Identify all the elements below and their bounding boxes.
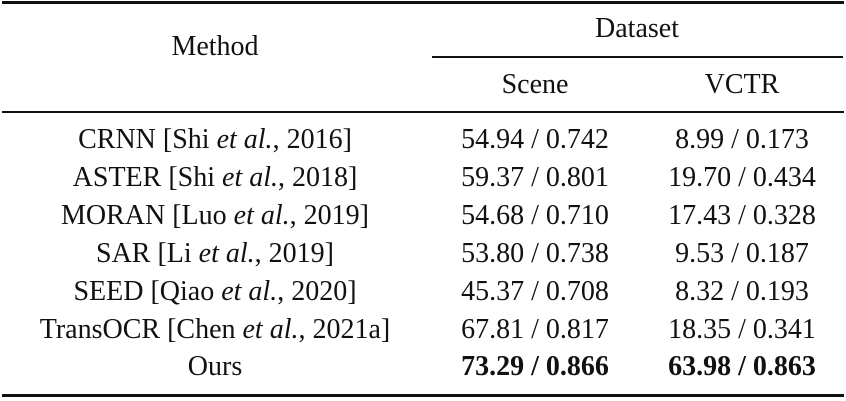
method-cell: SAR [Li et al., 2019] (96, 237, 334, 271)
method-text: SAR [Li (95, 237, 199, 269)
value-cell: 18.35 / 0.341 (668, 313, 816, 345)
top-rule (2, 1, 844, 4)
method-text: ASTER [Shi (72, 161, 223, 193)
method-cell: CRNN [Shi et al., 2016] (78, 123, 352, 157)
method-text: et al. (221, 275, 278, 307)
value-cell: 63.98 / 0.863 (668, 351, 816, 383)
value-cell: 8.99 / 0.173 (675, 124, 809, 155)
value-cell: 9.53 / 0.187 (675, 237, 809, 269)
method-text: , 2018] (278, 161, 358, 193)
dataset-rule (432, 56, 843, 58)
method-text: TransOCR [Chen (39, 313, 243, 345)
method-text: , 2019] (289, 199, 369, 231)
method-header: Method (171, 31, 259, 62)
method-text: MORAN [Luo (61, 199, 234, 231)
method-text: et al. (222, 161, 279, 193)
method-text: , 2021a] (298, 313, 391, 345)
method-cell: SEED [Qiao et al., 2020] (73, 275, 356, 309)
bottom-rule (2, 394, 844, 397)
method-text: et al. (233, 199, 290, 231)
value-cell: 73.29 / 0.866 (461, 351, 609, 383)
vctr-header: VCTR (704, 69, 780, 100)
value-cell: 8.32 / 0.193 (675, 275, 809, 307)
method-text: , 2019] (254, 237, 335, 269)
method-text: et al. (198, 237, 255, 269)
method-text: , 2020] (277, 275, 357, 307)
method-text: et al. (242, 313, 299, 345)
method-text: et al. (216, 124, 273, 155)
method-text: CRNN [Shi (78, 124, 217, 155)
value-cell: 54.94 / 0.742 (461, 124, 609, 155)
value-cell: 67.81 / 0.817 (461, 313, 609, 345)
mid-rule (2, 111, 844, 113)
value-cell: 19.70 / 0.434 (668, 161, 816, 193)
method-cell: TransOCR [Chen et al., 2021a] (40, 313, 391, 347)
method-text: Ours (187, 351, 243, 383)
value-cell: 17.43 / 0.328 (668, 199, 816, 231)
method-cell: MORAN [Luo et al., 2019] (61, 199, 369, 233)
value-cell: 59.37 / 0.801 (461, 161, 609, 193)
method-cell: Ours (188, 350, 242, 384)
method-text: , 2016] (272, 124, 352, 155)
scene-header: Scene (501, 69, 569, 100)
value-cell: 53.80 / 0.738 (461, 237, 609, 269)
value-cell: 54.68 / 0.710 (461, 199, 609, 231)
method-cell: ASTER [Shi et al., 2018] (73, 161, 358, 195)
value-cell: 45.37 / 0.708 (461, 275, 609, 307)
dataset-header: Dataset (595, 13, 679, 44)
method-text: SEED [Qiao (73, 275, 222, 307)
